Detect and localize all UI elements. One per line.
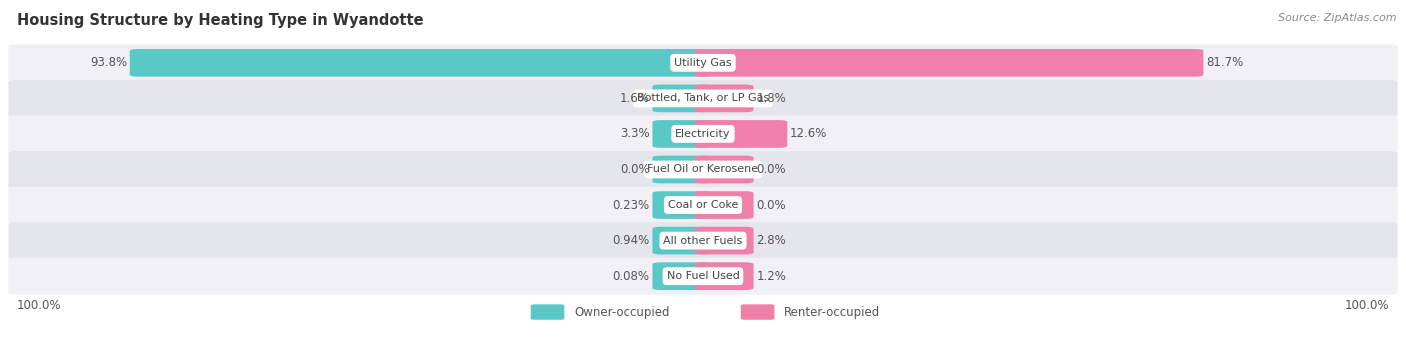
FancyBboxPatch shape <box>8 222 1398 259</box>
FancyBboxPatch shape <box>695 262 754 290</box>
Text: 0.08%: 0.08% <box>613 270 650 283</box>
FancyBboxPatch shape <box>695 85 754 112</box>
FancyBboxPatch shape <box>695 227 754 254</box>
FancyBboxPatch shape <box>695 120 787 148</box>
FancyBboxPatch shape <box>8 116 1398 152</box>
Text: 1.8%: 1.8% <box>756 92 786 105</box>
Text: 93.8%: 93.8% <box>90 56 127 69</box>
FancyBboxPatch shape <box>8 258 1398 295</box>
FancyBboxPatch shape <box>652 85 711 112</box>
Text: 1.2%: 1.2% <box>756 270 786 283</box>
Text: Electricity: Electricity <box>675 129 731 139</box>
FancyBboxPatch shape <box>652 120 711 148</box>
Text: 100.0%: 100.0% <box>1344 299 1389 312</box>
Text: 1.6%: 1.6% <box>620 92 650 105</box>
Text: 2.8%: 2.8% <box>756 234 786 247</box>
Text: Owner-occupied: Owner-occupied <box>574 306 669 318</box>
FancyBboxPatch shape <box>741 304 775 320</box>
FancyBboxPatch shape <box>652 191 711 219</box>
Text: All other Fuels: All other Fuels <box>664 236 742 246</box>
Text: No Fuel Used: No Fuel Used <box>666 271 740 281</box>
FancyBboxPatch shape <box>8 44 1398 81</box>
Text: Fuel Oil or Kerosene: Fuel Oil or Kerosene <box>647 164 759 175</box>
Text: Bottled, Tank, or LP Gas: Bottled, Tank, or LP Gas <box>637 93 769 103</box>
Text: 0.23%: 0.23% <box>613 198 650 211</box>
Text: 0.0%: 0.0% <box>756 163 786 176</box>
FancyBboxPatch shape <box>695 49 1204 77</box>
FancyBboxPatch shape <box>129 49 711 77</box>
FancyBboxPatch shape <box>652 262 711 290</box>
Text: Utility Gas: Utility Gas <box>675 58 731 68</box>
Text: 0.94%: 0.94% <box>613 234 650 247</box>
Text: 3.3%: 3.3% <box>620 128 650 140</box>
Text: 0.0%: 0.0% <box>756 198 786 211</box>
FancyBboxPatch shape <box>652 227 711 254</box>
FancyBboxPatch shape <box>695 155 754 183</box>
Text: 0.0%: 0.0% <box>620 163 650 176</box>
FancyBboxPatch shape <box>8 151 1398 188</box>
FancyBboxPatch shape <box>530 304 564 320</box>
Text: Source: ZipAtlas.com: Source: ZipAtlas.com <box>1278 13 1396 23</box>
Text: 12.6%: 12.6% <box>790 128 828 140</box>
Text: Housing Structure by Heating Type in Wyandotte: Housing Structure by Heating Type in Wya… <box>17 13 423 28</box>
Text: Coal or Coke: Coal or Coke <box>668 200 738 210</box>
FancyBboxPatch shape <box>695 191 754 219</box>
Text: 81.7%: 81.7% <box>1206 56 1243 69</box>
Text: 100.0%: 100.0% <box>17 299 62 312</box>
FancyBboxPatch shape <box>8 187 1398 223</box>
Text: Renter-occupied: Renter-occupied <box>785 306 880 318</box>
FancyBboxPatch shape <box>8 80 1398 117</box>
FancyBboxPatch shape <box>652 155 711 183</box>
